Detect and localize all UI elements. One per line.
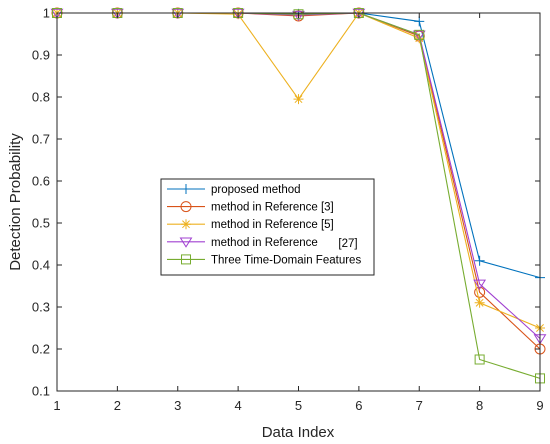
y-tick-label: 1 [43, 6, 50, 21]
data-point [171, 8, 185, 19]
legend-entry: method in Reference [167, 237, 318, 249]
x-tick-label: 3 [174, 398, 181, 413]
legend-label: method in Reference [3] [211, 202, 334, 214]
x-tick-label: 4 [235, 398, 242, 413]
legend-entry: method in Reference [3] [167, 201, 334, 214]
y-tick-label: 0.5 [32, 216, 50, 231]
data-point [474, 286, 486, 298]
data-point [474, 255, 485, 266]
legend-entry: Three Time-Domain Features [167, 254, 361, 266]
y-tick-label: 0.9 [32, 48, 50, 63]
legend-marker [181, 219, 191, 230]
legend-marker [181, 184, 191, 194]
y-axis-title: Detection Probability [7, 133, 24, 271]
data-point [414, 33, 425, 44]
y-tick-label: 0.3 [32, 300, 50, 315]
legend-marker [180, 201, 192, 213]
data-point [474, 354, 485, 365]
x-tick-label: 6 [355, 398, 362, 413]
data-point [414, 16, 425, 27]
data-point [231, 8, 245, 19]
x-tick-label: 8 [476, 398, 483, 413]
y-tick-label: 0.7 [32, 132, 50, 147]
legend-label: proposed method [211, 184, 301, 196]
x-tick-label: 1 [53, 398, 60, 413]
y-tick-label: 0.6 [32, 174, 50, 189]
data-point [473, 279, 487, 290]
legend-reference-annotation: [27] [338, 238, 357, 250]
x-tick-label: 2 [114, 398, 121, 413]
x-tick-label: 5 [295, 398, 302, 413]
data-point [293, 94, 304, 105]
legend-entry: method in Reference [5] [167, 219, 334, 231]
legend-marker [179, 237, 193, 248]
data-point [50, 8, 64, 19]
legend-label: Three Time-Domain Features [211, 254, 361, 266]
legend-label: method in Reference [211, 237, 318, 249]
y-tick-label: 0.8 [32, 90, 50, 105]
data-point [412, 30, 426, 41]
y-axis: 0.1 0.2 0.3 0.4 0.5 0.6 0.7 0.8 0.9 1 [32, 6, 540, 399]
y-tick-label: 0.1 [32, 384, 50, 399]
x-tick-label: 7 [416, 398, 423, 413]
legend-marker [181, 254, 191, 265]
legend-entry: proposed method [167, 184, 301, 196]
data-point [414, 29, 425, 40]
y-tick-label: 0.2 [32, 342, 50, 357]
data-point [474, 297, 485, 308]
x-tick-label: 9 [536, 398, 543, 413]
data-point [292, 10, 305, 22]
y-tick-label: 0.4 [32, 258, 50, 273]
legend-label: method in Reference [5] [211, 219, 334, 231]
data-point [110, 8, 124, 19]
legend: proposed method method in Reference [3] me… [160, 178, 375, 276]
x-axis: 1 2 3 4 5 6 7 8 9 [53, 13, 544, 413]
data-point [293, 9, 304, 20]
x-axis-title: Data Index [262, 424, 335, 441]
